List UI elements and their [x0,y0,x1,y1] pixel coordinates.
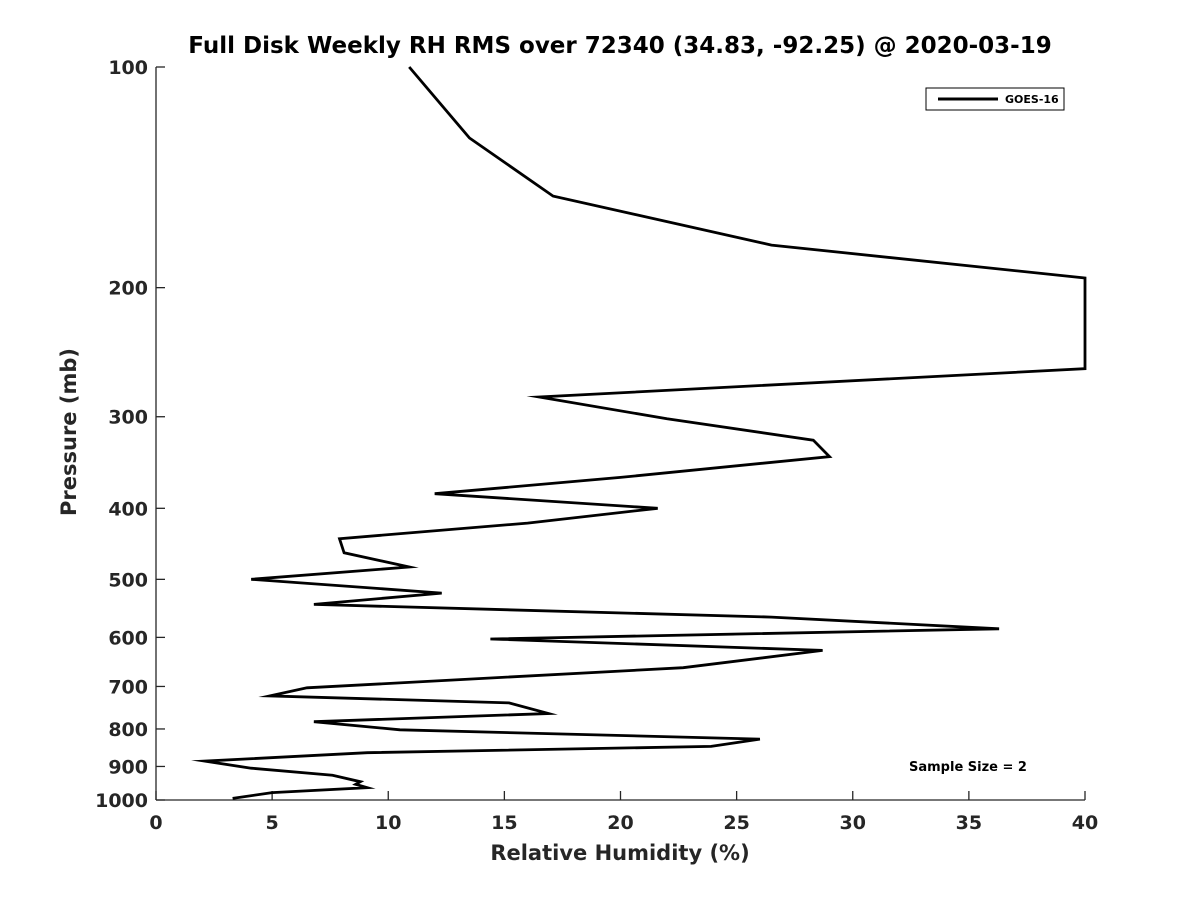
legend-label: GOES-16 [1005,93,1059,106]
sample-size-annotation: Sample Size = 2 [909,760,1027,775]
y-tick-label: 600 [108,627,148,649]
series-line-goes-16 [191,66,1087,800]
x-tick-label: 5 [266,812,279,834]
x-tick-label: 15 [491,812,517,834]
y-tick-label: 400 [108,498,148,520]
y-tick-label: 900 [108,756,148,778]
x-tick-label: 35 [956,812,982,834]
y-axis-label: Pressure (mb) [57,348,81,516]
y-tick-label: 700 [108,676,148,698]
y-tick-label: 1000 [95,790,148,812]
y-tick-label: 200 [108,278,148,300]
x-tick-label: 0 [149,812,162,834]
chart-title: Full Disk Weekly RH RMS over 72340 (34.8… [188,33,1051,59]
x-tick-label: 30 [840,812,866,834]
y-tick-label: 300 [108,407,148,429]
y-tick-label: 800 [108,719,148,741]
x-tick-label: 40 [1072,812,1098,834]
y-axis-ticks: 100 200 300 400 500 600 700 800 900 1000 [95,57,165,812]
legend: GOES-16 [925,87,1065,111]
y-tick-label: 100 [108,57,148,79]
x-tick-label: 10 [375,812,401,834]
x-axis-ticks: 0 5 10 15 20 25 30 35 40 [149,791,1098,834]
x-tick-label: 25 [723,812,749,834]
y-tick-label: 500 [108,569,148,591]
x-axis-label: Relative Humidity (%) [490,841,749,865]
x-tick-label: 20 [607,812,633,834]
series-layer [191,66,1087,800]
